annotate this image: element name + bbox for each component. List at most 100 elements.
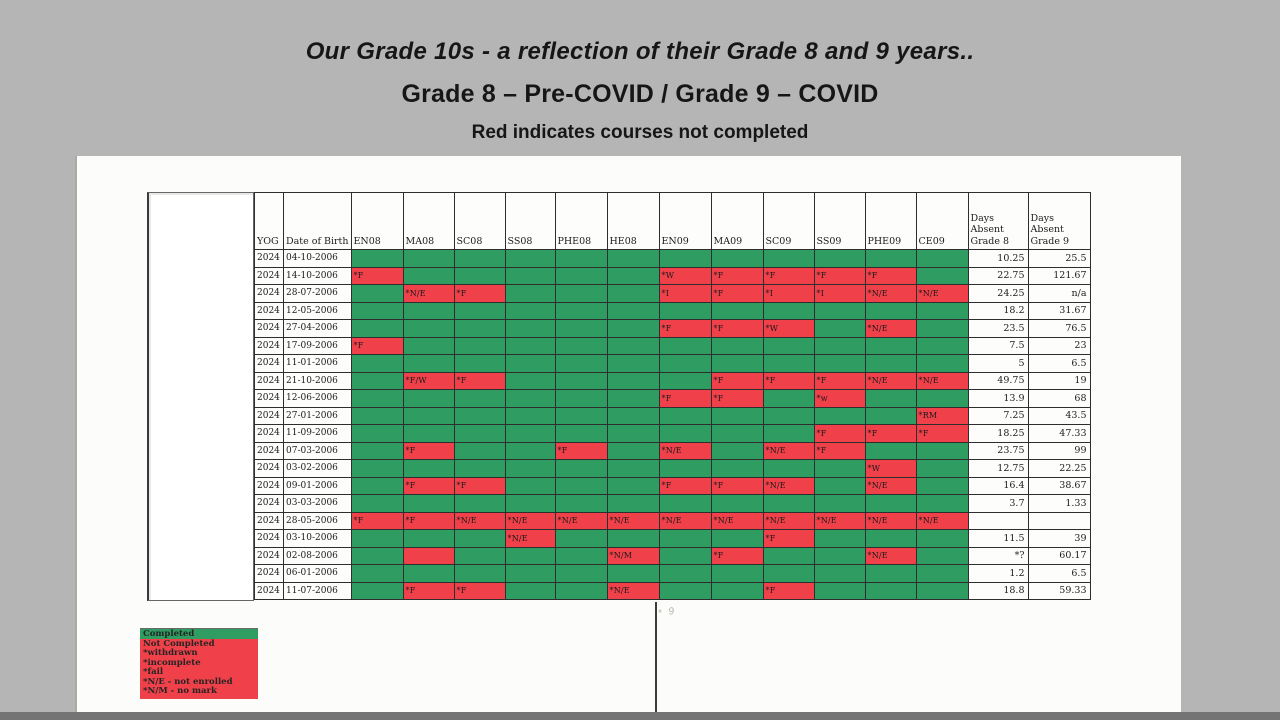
course-cell <box>554 424 608 443</box>
student-row: 2024 27-04-2006 *F *F *W *N/E 23.5 76.5 <box>254 319 1091 338</box>
days-absent-g8-cell: 12.75 <box>967 459 1029 478</box>
course-cell <box>606 459 660 478</box>
days-absent-g9-cell: 25.5 <box>1027 249 1091 268</box>
header-course-sc08: SC08 <box>453 192 506 250</box>
days-absent-g9-cell: 22.25 <box>1027 459 1091 478</box>
course-cell <box>606 529 660 548</box>
dob-cell: 28-05-2006 <box>283 511 352 530</box>
course-cell <box>350 406 404 425</box>
course-cell <box>915 389 969 408</box>
yog-cell: 2024 <box>254 301 284 320</box>
course-cell <box>504 564 556 583</box>
course-cell <box>813 476 866 495</box>
course-cell <box>658 459 712 478</box>
course-cell: *F <box>453 581 506 600</box>
yog-cell: 2024 <box>254 249 284 268</box>
course-cell <box>554 301 608 320</box>
course-cell <box>350 546 404 565</box>
header-course-en09: EN09 <box>658 192 712 250</box>
course-cell: *F <box>813 371 866 390</box>
course-cell <box>606 301 660 320</box>
course-cell: *N/E <box>554 511 608 530</box>
header-course-ss08: SS08 <box>504 192 556 250</box>
course-cell <box>350 476 404 495</box>
course-cell <box>915 494 969 513</box>
dob-cell: 27-04-2006 <box>283 319 352 338</box>
course-cell <box>350 494 404 513</box>
course-cell <box>915 319 969 338</box>
course-cell <box>606 441 660 460</box>
days-absent-g9-cell: 19 <box>1027 371 1091 390</box>
course-cell <box>658 336 712 355</box>
course-cell <box>813 249 866 268</box>
course-cell <box>402 459 455 478</box>
course-cell <box>658 249 712 268</box>
legend-not-completed-swatch: Not Completed *withdrawn *incomplete *fa… <box>140 639 258 700</box>
course-cell <box>554 494 608 513</box>
course-cell: *N/E <box>504 529 556 548</box>
course-cell <box>762 406 815 425</box>
course-cell <box>864 406 917 425</box>
days-absent-g9-cell: 60.17 <box>1027 546 1091 565</box>
dob-cell: 27-01-2006 <box>283 406 352 425</box>
course-cell <box>504 441 556 460</box>
course-cell <box>813 529 866 548</box>
days-absent-g9-cell <box>1027 511 1091 530</box>
course-cell <box>762 389 815 408</box>
course-cell: *N/E <box>606 581 660 600</box>
dob-cell: 11-09-2006 <box>283 424 352 443</box>
course-cell <box>402 319 455 338</box>
course-cell <box>350 424 404 443</box>
course-cell <box>554 564 608 583</box>
header-course-ss09: SS09 <box>813 192 866 250</box>
course-cell <box>554 284 608 303</box>
course-cell: *F <box>710 546 764 565</box>
days-absent-g8-cell: 18.8 <box>967 581 1029 600</box>
yog-cell: 2024 <box>254 354 284 373</box>
dob-cell: 03-03-2006 <box>283 494 352 513</box>
course-cell <box>350 354 404 373</box>
legend-line: *fail <box>143 667 164 678</box>
course-cell <box>813 564 866 583</box>
course-cell <box>453 336 506 355</box>
header-course-he08: HE08 <box>606 192 660 250</box>
course-cell <box>402 389 455 408</box>
course-cell <box>402 266 455 285</box>
course-cell: *N/E <box>864 371 917 390</box>
yog-cell: 2024 <box>254 266 284 285</box>
course-cell <box>813 459 866 478</box>
course-cell <box>606 564 660 583</box>
header-course-en08: EN08 <box>350 192 404 250</box>
student-row: 2024 11-09-2006 *F *F *F 18.25 47.33 <box>254 424 1091 443</box>
course-cell: *F <box>453 371 506 390</box>
course-cell <box>350 529 404 548</box>
days-absent-g9-cell: 47.33 <box>1027 424 1091 443</box>
course-cell <box>915 476 969 495</box>
course-cell <box>606 319 660 338</box>
dob-cell: 04-10-2006 <box>283 249 352 268</box>
course-cell <box>504 249 556 268</box>
legend-line: Not Completed <box>143 639 215 649</box>
course-cell <box>554 354 608 373</box>
course-cell <box>915 301 969 320</box>
course-cell: *N/E <box>762 511 815 530</box>
course-cell: *N/E <box>864 284 917 303</box>
course-cell: *N/E <box>864 476 917 495</box>
course-cell <box>864 354 917 373</box>
yog-cell: 2024 <box>254 441 284 460</box>
course-cell: *N/M <box>606 546 660 565</box>
course-cell <box>915 354 969 373</box>
course-cell: *W <box>658 266 712 285</box>
legend-line: *N/M - no mark <box>143 686 217 697</box>
days-absent-g8-cell: 23.5 <box>967 319 1029 338</box>
course-cell: *N/E <box>710 511 764 530</box>
days-absent-g8-cell: *? <box>967 546 1029 565</box>
course-cell <box>813 406 866 425</box>
course-cell: *RM <box>915 406 969 425</box>
course-cell <box>453 546 506 565</box>
course-cell <box>710 336 764 355</box>
header-course-ce09: CE09 <box>915 192 969 250</box>
course-cell <box>915 564 969 583</box>
dob-cell: 11-01-2006 <box>283 354 352 373</box>
